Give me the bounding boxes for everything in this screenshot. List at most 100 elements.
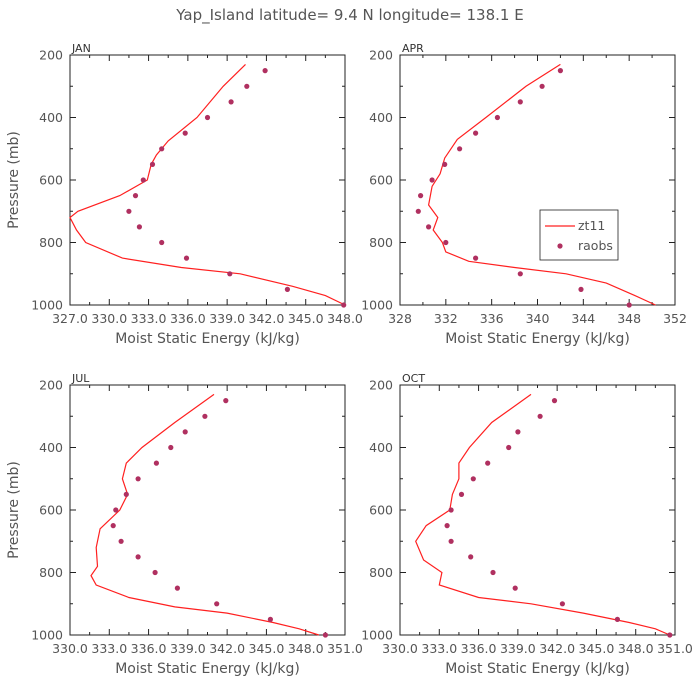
- y-tick-label-oct: 200: [369, 378, 393, 393]
- data-point-raobs-oct: [537, 413, 543, 419]
- x-tick-label-jul: 336.0: [131, 641, 167, 656]
- x-tick-label-oct: 336.0: [461, 641, 497, 656]
- x-tick-label-jul: 333.0: [91, 641, 127, 656]
- x-tick-label-apr: 328: [388, 311, 412, 326]
- x-tick-label-jan: 345.0: [288, 311, 324, 326]
- x-tick-label-jan: 327.0: [52, 311, 88, 326]
- data-point-raobs-apr: [626, 302, 632, 308]
- data-point-raobs-oct: [559, 601, 566, 607]
- data-point-raobs-oct: [506, 444, 512, 451]
- data-point-raobs-jan: [204, 114, 211, 121]
- x-tick-label-jul: 342.0: [209, 641, 245, 656]
- y-tick-label-oct: 600: [369, 503, 393, 518]
- main-title: Yap_Island latitude= 9.4 N longitude= 13…: [175, 6, 523, 25]
- y-tick-label-jul: 400: [39, 440, 63, 455]
- data-point-raobs-oct: [485, 460, 491, 466]
- legend-box: [539, 209, 619, 261]
- data-point-raobs-oct: [512, 585, 518, 591]
- data-point-raobs-jul: [153, 460, 159, 466]
- data-point-raobs-jul: [113, 507, 119, 513]
- x-axis-title-jan: Moist Static Energy (kJ/kg): [115, 331, 300, 347]
- data-point-raobs-jul: [110, 523, 116, 529]
- y-tick-label-jul: 1000: [31, 628, 63, 643]
- y-tick-label-jan: 1000: [31, 298, 63, 313]
- x-axis-title-jul: Moist Static Energy (kJ/kg): [115, 661, 300, 677]
- data-point-raobs-jul: [182, 429, 188, 435]
- data-point-raobs-jul: [123, 491, 129, 497]
- data-point-raobs-jan: [126, 208, 132, 214]
- x-tick-label-jan: 336.0: [170, 311, 206, 326]
- data-point-raobs-oct: [448, 538, 454, 544]
- y-tick-label-jul: 200: [39, 378, 63, 393]
- data-point-raobs-jan: [284, 286, 290, 292]
- series-line-zt11-apr: [427, 63, 656, 306]
- x-tick-label-oct: 348.0: [618, 641, 654, 656]
- plot-frame-oct: [399, 384, 676, 636]
- x-tick-label-oct: 330.0: [382, 641, 418, 656]
- data-point-raobs-apr: [457, 146, 463, 152]
- data-point-raobs-apr: [557, 68, 564, 74]
- data-point-raobs-jul: [174, 585, 180, 591]
- data-point-raobs-oct: [667, 632, 673, 638]
- x-tick-label-jan: 342.0: [249, 311, 285, 326]
- data-point-raobs-jul: [135, 476, 141, 482]
- x-tick-label-jul: 348.0: [288, 641, 324, 656]
- data-point-raobs-jul: [118, 538, 124, 544]
- data-point-raobs-oct: [551, 398, 558, 404]
- y-tick-label-jul: 800: [39, 565, 63, 580]
- x-tick-label-oct: 333.0: [421, 641, 457, 656]
- data-point-raobs-jan: [140, 177, 146, 183]
- y-tick-label-jan: 200: [39, 48, 63, 63]
- data-point-raobs-jul: [267, 616, 273, 623]
- x-tick-label-jul: 330.0: [52, 641, 88, 656]
- y-tick-label-oct: 800: [369, 565, 393, 580]
- data-point-raobs-apr: [517, 271, 523, 277]
- x-tick-label-apr: 336: [480, 311, 504, 326]
- y-tick-label-apr: 1000: [361, 298, 393, 313]
- data-point-raobs-jan: [262, 68, 268, 74]
- series-line-zt11-oct: [415, 393, 671, 636]
- y-tick-label-oct: 1000: [361, 628, 393, 643]
- x-tick-label-jan: 339.0: [209, 311, 245, 326]
- legend-label-obs: raobs: [578, 238, 613, 253]
- data-point-raobs-apr: [494, 114, 500, 121]
- series-line-zt11-jul: [90, 393, 319, 636]
- y-tick-label-jan: 400: [39, 110, 63, 125]
- series-line-zt11-jan: [69, 63, 346, 306]
- plot-frame-jul: [69, 384, 346, 636]
- data-point-raobs-jan: [183, 255, 190, 261]
- y-tick-label-jan: 800: [39, 235, 63, 250]
- data-point-raobs-jan: [228, 99, 234, 105]
- legend: zt11 raobs: [539, 209, 619, 261]
- x-tick-label-apr: 348: [617, 311, 641, 326]
- x-axis-title-oct: Moist Static Energy (kJ/kg): [445, 661, 630, 677]
- data-point-raobs-apr: [429, 177, 435, 183]
- plot-frame-apr: [399, 54, 676, 306]
- data-point-raobs-jul: [202, 413, 208, 419]
- x-tick-label-jan: 333.0: [131, 311, 167, 326]
- data-point-raobs-oct: [614, 616, 621, 623]
- x-tick-label-apr: 332: [434, 311, 458, 326]
- data-point-raobs-jul: [168, 444, 174, 451]
- data-point-raobs-oct: [448, 507, 454, 513]
- data-point-raobs-jan: [182, 130, 188, 136]
- data-point-raobs-apr: [473, 130, 479, 136]
- x-tick-label-apr: 344: [571, 311, 595, 326]
- panel-label-jul: JUL: [71, 372, 90, 385]
- data-point-raobs-oct: [470, 476, 476, 482]
- panel-label-jan: JAN: [71, 42, 91, 55]
- y-tick-label-apr: 800: [369, 235, 393, 250]
- legend-marker-swatch: [557, 243, 563, 249]
- x-tick-label-oct: 351.0: [657, 641, 693, 656]
- x-tick-label-jul: 339.0: [170, 641, 206, 656]
- data-point-raobs-jul: [223, 398, 229, 404]
- y-tick-label-oct: 400: [369, 440, 393, 455]
- x-tick-label-jul: 351.0: [327, 641, 363, 656]
- data-point-raobs-apr: [539, 83, 545, 89]
- data-point-raobs-apr: [415, 208, 421, 214]
- plot-frame-jan: [69, 54, 346, 306]
